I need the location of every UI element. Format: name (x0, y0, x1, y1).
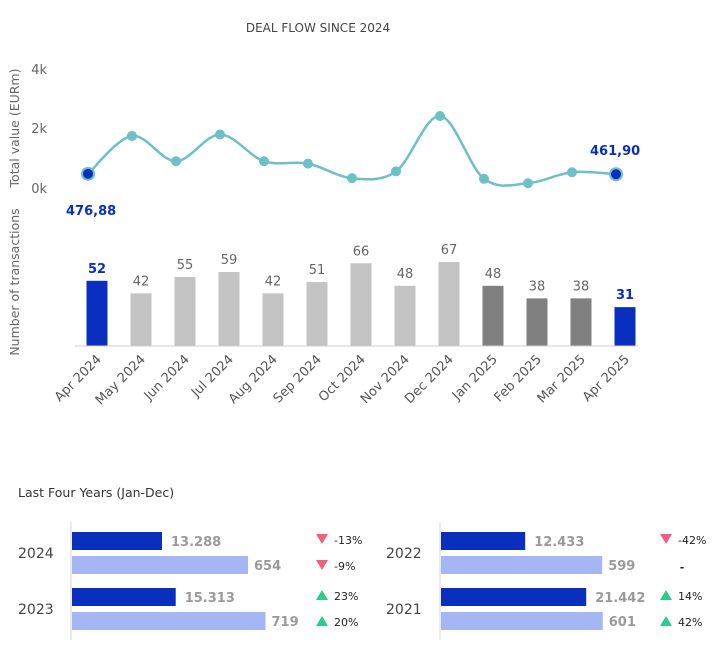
count-label-2021: 601 (609, 615, 636, 630)
line-point-nov-2024 (391, 166, 401, 177)
y-tick-2k: 2k (31, 122, 47, 137)
line-point-jan-2025 (479, 173, 489, 184)
line-point-jul-2024 (215, 129, 225, 140)
bar-value-apr-2024: 52 (88, 262, 106, 277)
value-bar-2024 (72, 532, 162, 550)
bar-jul-2024 (218, 272, 240, 346)
bar-value-may-2024: 42 (133, 274, 150, 289)
year-label-2023: 2023 (18, 602, 54, 618)
transaction-bar-series: 52 42 55 59 42 51 66 48 67 48 38 38 31 (86, 243, 636, 346)
count-change-icon-2023 (316, 616, 328, 626)
bar-value-mar-2025: 38 (573, 279, 590, 294)
x-category-mar-2025: Mar 2025 (535, 352, 589, 406)
value-bar-2023 (72, 588, 176, 606)
bar-aug-2024 (262, 293, 284, 346)
count-change-icon-2021 (660, 616, 672, 626)
bar-apr-2024 (86, 280, 108, 346)
bar-may-2024 (130, 293, 152, 346)
value-change-icon-2023 (316, 590, 328, 600)
count-bar-2022 (441, 556, 603, 574)
bar-apr-2025 (614, 307, 636, 346)
year-label-2021: 2021 (386, 602, 422, 618)
value-change-icon-2024 (316, 534, 328, 544)
x-category-sep-2024: Sep 2024 (271, 352, 325, 406)
line-point-sep-2024 (303, 158, 313, 169)
year-label-2022: 2022 (386, 546, 422, 562)
y-tick-0k: 0k (31, 182, 47, 197)
chart-title: DEAL FLOW SINCE 2024 (246, 21, 390, 35)
value-line-series (81, 111, 623, 189)
line-point-aug-2024 (259, 156, 269, 167)
count-bar-2023 (72, 612, 266, 630)
value-label-2023: 15.313 (185, 591, 235, 606)
section-title-last-four-years: Last Four Years (Jan-Dec) (18, 485, 174, 500)
bar-value-dec-2024: 67 (441, 243, 458, 258)
last-four-years-bars: 2024 13.288 654 -13% -9% 2023 15.313 719 23% 20% 2… (18, 522, 706, 640)
line-point-feb-2025 (523, 178, 533, 189)
count-bar-2024 (72, 556, 248, 574)
value-label-2021: 21.442 (595, 591, 645, 606)
count-change-2023: 20% (334, 616, 358, 629)
value-bar-2022 (441, 532, 526, 550)
bar-value-jul-2024: 59 (221, 253, 238, 268)
line-point-jun-2024 (171, 156, 181, 167)
count-change-2021: 42% (678, 616, 702, 629)
x-category-apr-2025: Apr 2025 (580, 352, 633, 405)
last-value-label: 461,90 (590, 144, 640, 159)
line-point-apr-2024 (81, 166, 95, 181)
value-label-2022: 12.433 (534, 535, 584, 550)
bar-value-jun-2024: 55 (177, 258, 194, 273)
y-tick-4k: 4k (31, 63, 47, 78)
bar-sep-2024 (306, 282, 328, 346)
bar-dec-2024 (438, 262, 460, 346)
bar-jan-2025 (482, 285, 504, 346)
bar-value-jan-2025: 48 (485, 267, 502, 282)
line-point-dec-2024 (435, 111, 445, 122)
value-change-2024: -13% (334, 534, 362, 547)
bar-y-axis-label: Number of transactions (7, 208, 22, 355)
value-change-2021: 14% (678, 590, 702, 603)
value-change-2023: 23% (334, 590, 358, 603)
bar-value-aug-2024: 42 (265, 274, 282, 289)
first-value-label: 476,88 (66, 204, 116, 219)
bar-feb-2025 (526, 298, 548, 346)
bar-jun-2024 (174, 277, 196, 346)
value-change-icon-2022 (660, 534, 672, 544)
count-label-2024: 654 (254, 559, 281, 574)
value-change-icon-2021 (660, 590, 672, 600)
value-bar-2021 (441, 588, 587, 606)
line-point-mar-2025 (567, 167, 577, 178)
bar-value-apr-2025: 31 (616, 288, 634, 303)
line-y-axis-label: Total value (EURm) (7, 69, 22, 189)
bar-value-feb-2025: 38 (529, 279, 546, 294)
bar-mar-2025 (570, 298, 592, 346)
line-point-oct-2024 (347, 173, 357, 184)
x-category-jun-2024: Jun 2024 (141, 352, 193, 404)
count-label-2023: 719 (271, 615, 298, 630)
count-change-icon-2024 (316, 560, 328, 570)
bar-nov-2024 (394, 285, 416, 346)
value-label-2024: 13.288 (171, 535, 221, 550)
year-label-2024: 2024 (18, 546, 54, 562)
line-point-apr-2025 (609, 167, 623, 182)
bar-value-oct-2024: 66 (353, 244, 370, 259)
count-bar-2021 (441, 612, 603, 630)
bar-oct-2024 (350, 263, 372, 346)
bar-value-sep-2024: 51 (309, 263, 326, 278)
bar-value-nov-2024: 48 (397, 267, 414, 282)
line-point-may-2024 (127, 130, 137, 141)
count-change-2022: - (680, 561, 685, 574)
count-label-2022: 599 (608, 559, 635, 574)
count-change-2024: -9% (334, 560, 355, 573)
value-change-2022: -42% (678, 534, 706, 547)
